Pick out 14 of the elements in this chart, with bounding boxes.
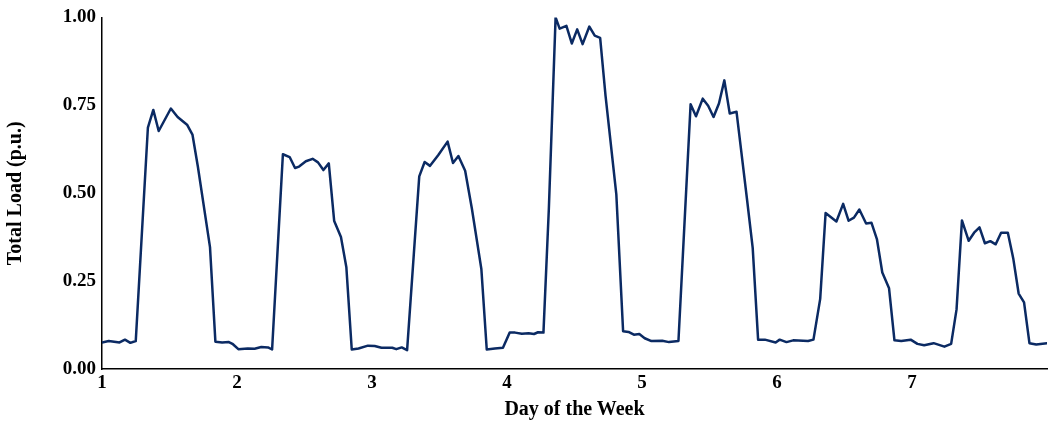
y-tick-label: 0.50 — [62, 181, 96, 203]
x-tick-label: 6 — [772, 370, 782, 392]
x-tick-label: 5 — [637, 370, 647, 392]
x-tick-label: 7 — [907, 370, 918, 392]
x-tick-label: 1 — [97, 370, 107, 392]
x-tick-label: 2 — [232, 370, 242, 392]
y-tick-label: 0.25 — [62, 269, 96, 291]
y-tick-label: 1.00 — [62, 5, 96, 27]
y-tick-label: 0.00 — [62, 357, 96, 379]
x-tick-label: 4 — [502, 370, 513, 392]
x-axis-title: Day of the Week — [504, 397, 646, 421]
x-tick-label: 3 — [367, 370, 377, 392]
y-tick-label: 0.75 — [62, 93, 96, 115]
y-axis-title: Total Load (p.u.) — [3, 121, 27, 266]
